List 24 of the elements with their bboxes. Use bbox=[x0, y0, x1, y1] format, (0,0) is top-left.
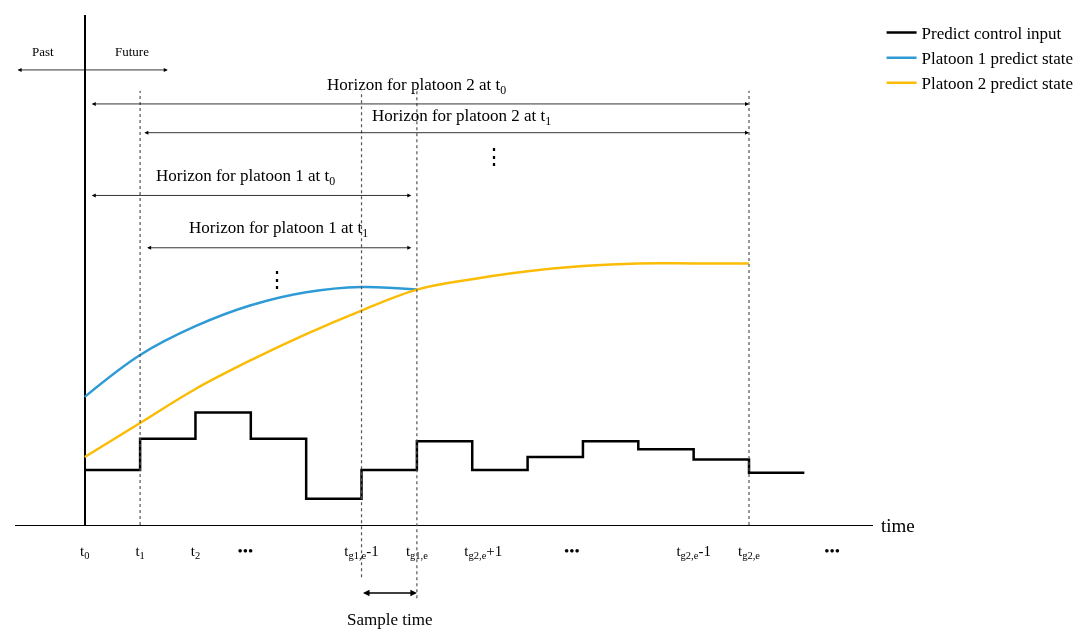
x-tick-label: ••• bbox=[563, 543, 580, 560]
text: Future bbox=[115, 44, 150, 59]
text: Horizon for platoon 1 at t$_{0}$ bbox=[156, 166, 336, 188]
x-tick-label: t$_{1}$ bbox=[135, 543, 145, 562]
x-tick-label: t$_{g1,e}$ bbox=[405, 543, 429, 562]
text: Past bbox=[32, 44, 55, 59]
x-tick-label: ••• bbox=[237, 543, 254, 560]
x-tick-label: t$_{g1,e}$-1 bbox=[344, 543, 379, 562]
x-tick-label: t$_{0}$ bbox=[80, 543, 90, 562]
text: Horizon for platoon 2 at t$_{1}$ bbox=[372, 106, 552, 128]
x-tick-label: t$_{g2,e}$+1 bbox=[464, 543, 503, 562]
text: Sample time bbox=[347, 610, 433, 629]
x-tick-label: ••• bbox=[824, 543, 840, 560]
text: ⋮ bbox=[483, 144, 505, 169]
x-axis-title: time bbox=[881, 515, 915, 536]
legend-label: Platoon 1 predict state bbox=[921, 49, 1074, 69]
text: Horizon for platoon 1 at t$_{1}$ bbox=[189, 218, 369, 240]
annotation: ⋮ bbox=[266, 267, 288, 292]
x-tick-label: t$_{g2,e}$ bbox=[738, 543, 761, 562]
legend-label: Platoon 2 predict state bbox=[921, 74, 1074, 94]
text: Horizon for platoon 2 at t$_{0}$ bbox=[327, 75, 507, 97]
x-tick-label: t$_{2}$ bbox=[190, 543, 201, 562]
legend-label: Predict control input bbox=[921, 24, 1062, 44]
x-tick-label: t$_{g2,e}$-1 bbox=[676, 543, 711, 562]
